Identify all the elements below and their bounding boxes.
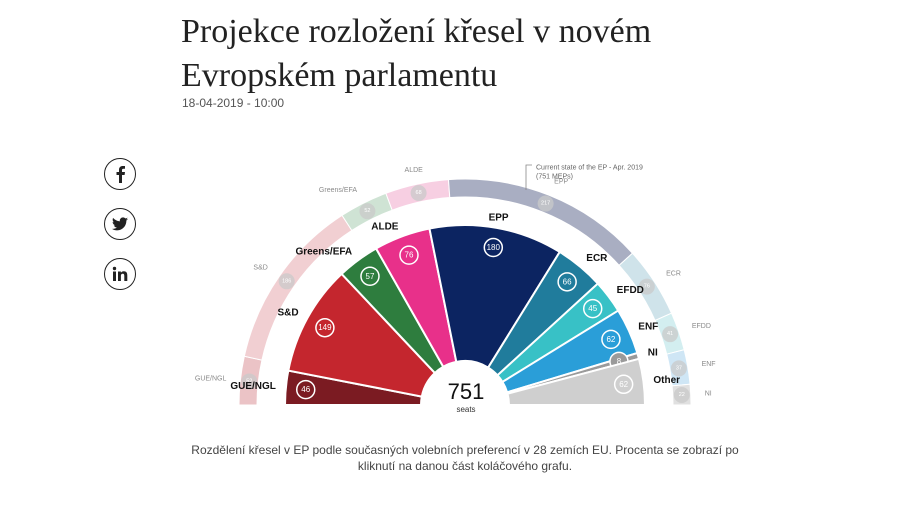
- current-value-greens-efa: 52: [364, 208, 370, 214]
- current-label-greens-efa: Greens/EFA: [319, 187, 357, 194]
- projection-value-badge-other: [613, 374, 634, 395]
- current-state-note-line-1: Current state of the EP - Apr. 2019: [536, 165, 643, 172]
- current-label-gue-ngl: GUE/NGL: [195, 375, 227, 382]
- article-title-line-1: Projekce rozložení křesel v novém: [181, 13, 652, 50]
- current-state-note-pointer: [525, 164, 532, 190]
- current-value-badge-ni: [673, 387, 690, 404]
- projection-label-epp: EPP: [489, 212, 509, 223]
- article-title: Projekce rozložení křesel v novém Evrops…: [181, 10, 781, 98]
- article-date: 18-04-2019 - 10:00: [182, 96, 285, 110]
- projection-label-sandd: S&D: [278, 308, 299, 319]
- projection-label-other: Other: [653, 375, 680, 386]
- current-label-efdd: EFDD: [692, 323, 711, 330]
- current-value-badge-alde: [410, 185, 427, 202]
- current-value-badge-sandd: [278, 273, 295, 290]
- projection-value-enf: 62: [606, 335, 615, 344]
- projection-label-ni: NI: [648, 348, 658, 359]
- projection-label-ecr: ECR: [586, 253, 608, 264]
- total-seats-label: seats: [456, 405, 475, 414]
- current-value-gue-ngl: 52: [246, 378, 252, 384]
- projection-value-badge-epp: [483, 237, 504, 258]
- current-value-alde: 68: [416, 190, 422, 196]
- current-value-epp: 217: [541, 201, 550, 207]
- current-label-enf: ENF: [702, 361, 716, 368]
- current-state-note-line-2: (751 MEPs): [536, 174, 573, 181]
- current-value-ecr: 76: [644, 284, 650, 290]
- projection-label-efdd: EFDD: [617, 285, 644, 296]
- projection-label-gue-ngl: GUE/NGL: [230, 381, 276, 392]
- current-label-ni: NI: [705, 390, 712, 397]
- current-value-sandd: 186: [282, 278, 291, 284]
- projection-label-alde: ALDE: [371, 222, 399, 233]
- projection-value-ni: 8: [617, 357, 622, 366]
- projection-value-ecr: 66: [563, 277, 572, 286]
- projection-value-badge-greens-efa: [360, 266, 380, 287]
- twitter-icon: [112, 217, 128, 231]
- projection-value-sandd: 149: [318, 323, 332, 332]
- projection-value-badge-enf: [601, 329, 621, 350]
- current-label-epp: EPP: [554, 179, 568, 186]
- current-label-sandd: S&D: [253, 265, 267, 272]
- projection-value-other: 62: [619, 380, 628, 389]
- projection-label-enf: ENF: [638, 322, 658, 333]
- linkedin-share-button[interactable]: [104, 258, 136, 290]
- projection-value-epp: 180: [487, 243, 501, 252]
- twitter-share-button[interactable]: [104, 208, 136, 240]
- chart-caption: Rozdělení křesel v EP podle současných v…: [191, 443, 739, 473]
- facebook-icon: [116, 166, 125, 183]
- projection-value-badge-gue-ngl: [295, 379, 316, 400]
- current-value-badge-greens-efa: [359, 203, 376, 220]
- projection-value-gue-ngl: 46: [301, 385, 310, 394]
- projection-slice-epp[interactable]: [428, 224, 562, 369]
- current-value-badge-gue-ngl: [241, 373, 258, 390]
- projection-value-badge-ecr: [557, 272, 577, 292]
- current-value-badge-ecr: [638, 278, 655, 295]
- projection-value-alde: 76: [405, 251, 414, 260]
- projection-value-greens-efa: 57: [366, 272, 375, 281]
- current-value-badge-epp: [537, 195, 554, 212]
- article-title-line-2: Evropském parlamentu: [181, 57, 498, 94]
- projection-value-badge-sandd: [315, 317, 335, 338]
- current-label-ecr: ECR: [666, 271, 681, 278]
- projection-value-efdd: 45: [588, 304, 597, 313]
- projection-label-greens-efa: Greens/EFA: [295, 247, 352, 258]
- linkedin-icon: [112, 266, 128, 281]
- current-value-efdd: 41: [667, 331, 673, 337]
- projection-value-badge-efdd: [582, 298, 603, 319]
- current-value-badge-enf: [670, 360, 687, 377]
- projection-value-badge-alde: [399, 245, 419, 265]
- current-value-enf: 37: [676, 365, 682, 371]
- current-label-alde: ALDE: [405, 167, 424, 174]
- projection-slice-other[interactable]: [506, 357, 647, 406]
- current-value-badge-efdd: [662, 326, 679, 343]
- total-seats: 751: [448, 379, 485, 404]
- projection-slice-sandd[interactable]: [287, 272, 437, 398]
- center-hub: [423, 363, 507, 440]
- current-value-ni: 22: [679, 392, 685, 398]
- facebook-share-button[interactable]: [104, 158, 136, 190]
